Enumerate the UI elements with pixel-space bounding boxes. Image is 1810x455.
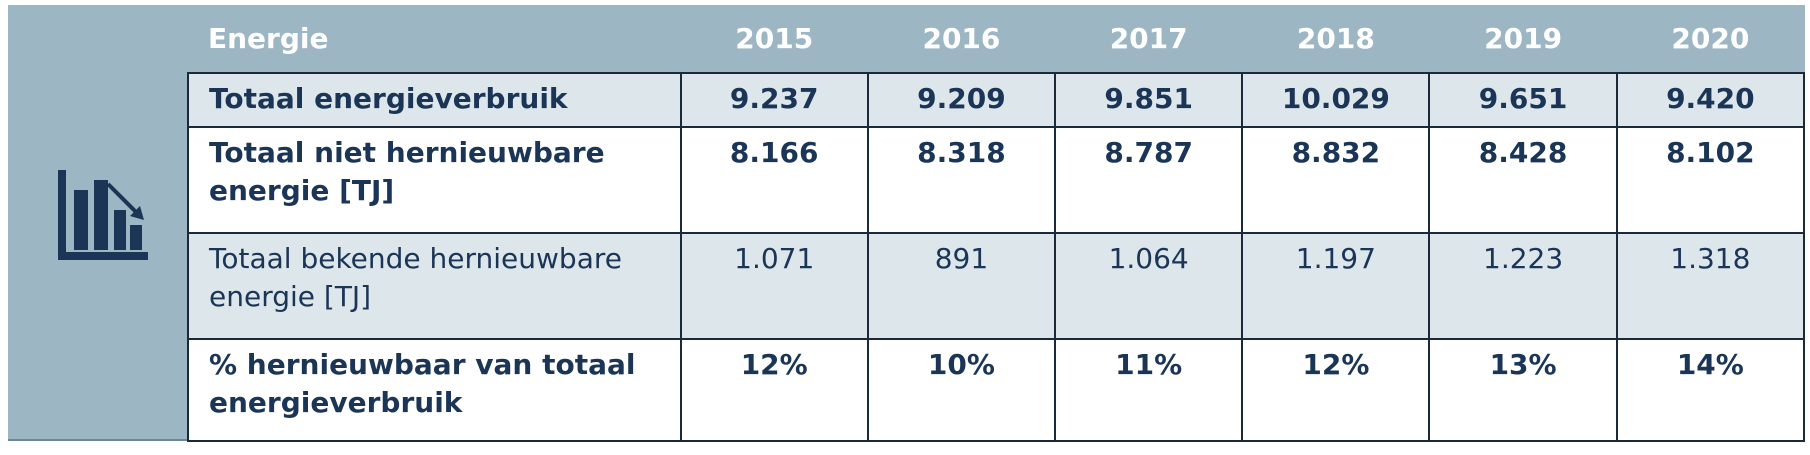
chart-icon xyxy=(58,170,148,260)
cell-value: 8.318 xyxy=(866,126,1057,234)
table-row: Totaal energieverbruik 9.237 9.209 9.851 10.… xyxy=(187,72,1806,128)
header-year: 2020 xyxy=(1671,22,1750,55)
cell-value: 9.420 xyxy=(1615,72,1806,128)
cell-value: 12% xyxy=(679,338,869,442)
cell-value: 1.064 xyxy=(1054,232,1244,340)
cell-value: 8.102 xyxy=(1615,126,1806,234)
row-label: Totaal niet hernieuwbare energie [TJ] xyxy=(187,126,682,234)
cell-value: 1.318 xyxy=(1615,232,1806,340)
energy-panel: Energie 2015 2016 2017 2018 2019 2020 Totaal e… xyxy=(8,5,1806,442)
cell-value: 1.223 xyxy=(1428,232,1618,340)
header-label: Energie xyxy=(208,22,329,55)
cell-value: 9.209 xyxy=(866,72,1057,128)
energy-table: Energie 2015 2016 2017 2018 2019 2020 Totaal e… xyxy=(187,5,1806,442)
cell-value: 9.851 xyxy=(1054,72,1244,128)
cell-value: 12% xyxy=(1241,338,1431,442)
header-year: 2016 xyxy=(922,22,1001,55)
row-label: Totaal bekende hernieuwbare energie [TJ] xyxy=(187,232,682,340)
cell-value: 8.166 xyxy=(679,126,869,234)
table-row: % hernieuwbaar van totaal energieverbrui… xyxy=(187,338,1806,442)
cell-value: 8.428 xyxy=(1428,126,1618,234)
cell-value: 10% xyxy=(866,338,1057,442)
cell-value: 9.237 xyxy=(679,72,869,128)
header-year: 2019 xyxy=(1484,22,1563,55)
cell-value: 13% xyxy=(1428,338,1618,442)
cell-value: 891 xyxy=(866,232,1057,340)
cell-value: 11% xyxy=(1054,338,1244,442)
cell-value: 8.832 xyxy=(1241,126,1431,234)
cell-value: 9.651 xyxy=(1428,72,1618,128)
cell-value: 10.029 xyxy=(1241,72,1431,128)
header-year: 2017 xyxy=(1109,22,1188,55)
header-year: 2018 xyxy=(1296,22,1375,55)
row-label: Totaal energieverbruik xyxy=(187,72,682,128)
cell-value: 8.787 xyxy=(1054,126,1244,234)
header-row: Energie 2015 2016 2017 2018 2019 2020 xyxy=(188,5,1804,73)
table-row: Totaal niet hernieuwbare energie [TJ] 8.1… xyxy=(187,126,1806,234)
cell-value: 1.197 xyxy=(1241,232,1431,340)
table-row: Totaal bekende hernieuwbare energie [TJ]… xyxy=(187,232,1806,340)
header-year: 2015 xyxy=(735,22,814,55)
cell-value: 1.071 xyxy=(679,232,869,340)
cell-value: 14% xyxy=(1615,338,1806,442)
row-label: % hernieuwbaar van totaal energieverbrui… xyxy=(187,338,682,442)
